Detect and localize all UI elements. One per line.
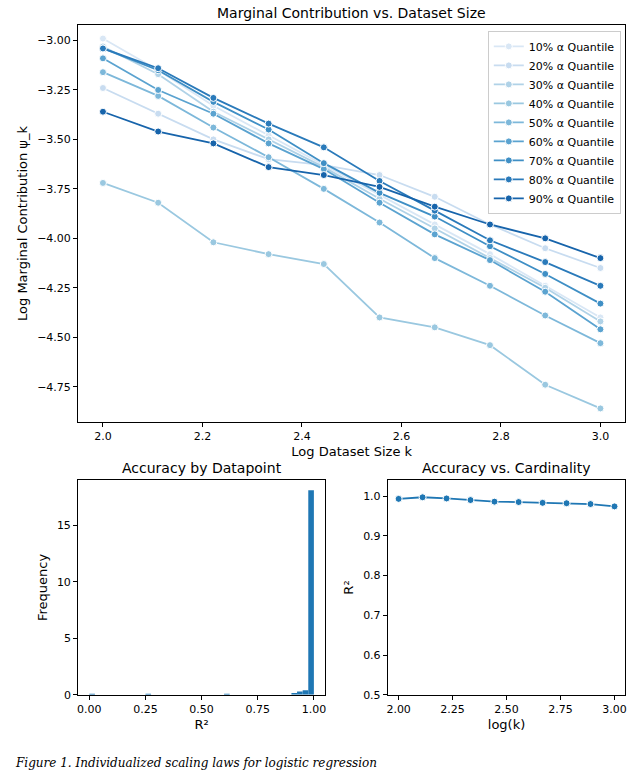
svg-text:1.00: 1.00: [302, 703, 327, 716]
svg-text:Accuracy vs. Cardinality: Accuracy vs. Cardinality: [422, 460, 591, 476]
svg-text:0.9: 0.9: [363, 530, 381, 543]
svg-text:70% α Quantile: 70% α Quantile: [529, 155, 614, 168]
svg-text:−4.75: −4.75: [37, 381, 71, 394]
svg-text:2.4: 2.4: [293, 430, 311, 443]
svg-text:2.50: 2.50: [494, 703, 519, 716]
svg-text:−3.50: −3.50: [37, 133, 71, 146]
svg-text:15: 15: [57, 519, 71, 532]
svg-text:0.25: 0.25: [133, 703, 158, 716]
svg-text:0.7: 0.7: [363, 609, 381, 622]
svg-text:20% α Quantile: 20% α Quantile: [529, 60, 614, 73]
svg-text:3.00: 3.00: [602, 703, 627, 716]
svg-text:2.2: 2.2: [194, 430, 212, 443]
svg-text:−3.75: −3.75: [37, 183, 71, 196]
svg-text:90% α Quantile: 90% α Quantile: [529, 193, 614, 206]
svg-text:0.6: 0.6: [363, 649, 381, 662]
svg-text:R²: R²: [341, 580, 356, 594]
svg-text:2.75: 2.75: [548, 703, 573, 716]
svg-text:Marginal Contribution vs. Data: Marginal Contribution vs. Dataset Size: [217, 5, 486, 21]
svg-text:R²: R²: [194, 717, 208, 732]
svg-text:0.50: 0.50: [189, 703, 214, 716]
svg-text:0.5: 0.5: [363, 689, 381, 702]
svg-text:−4.25: −4.25: [37, 282, 71, 295]
svg-text:−4.00: −4.00: [37, 232, 71, 245]
svg-text:−3.00: −3.00: [37, 34, 71, 47]
svg-text:log(k): log(k): [488, 717, 526, 732]
svg-text:10: 10: [57, 576, 71, 589]
svg-text:2.25: 2.25: [440, 703, 465, 716]
svg-text:Figure 1. Individualized scali: Figure 1. Individualized scaling laws fo…: [15, 756, 377, 770]
svg-text:0: 0: [64, 689, 71, 702]
svg-text:40% α Quantile: 40% α Quantile: [529, 98, 614, 111]
svg-text:50% α Quantile: 50% α Quantile: [529, 117, 614, 130]
svg-text:Log Marginal Contribution ψ_k: Log Marginal Contribution ψ_k: [15, 126, 30, 321]
svg-text:3.0: 3.0: [592, 430, 610, 443]
svg-text:2.0: 2.0: [94, 430, 112, 443]
svg-text:0.8: 0.8: [363, 569, 381, 582]
svg-text:0.75: 0.75: [246, 703, 271, 716]
svg-text:Accuracy by Datapoint: Accuracy by Datapoint: [122, 460, 282, 476]
svg-text:2.6: 2.6: [393, 430, 411, 443]
svg-text:1.0: 1.0: [363, 490, 381, 503]
svg-text:2.00: 2.00: [386, 703, 411, 716]
svg-text:80% α Quantile: 80% α Quantile: [529, 174, 614, 187]
svg-text:2.8: 2.8: [492, 430, 510, 443]
svg-text:10% α Quantile: 10% α Quantile: [529, 41, 614, 54]
svg-text:60% α Quantile: 60% α Quantile: [529, 136, 614, 149]
svg-text:30% α Quantile: 30% α Quantile: [529, 79, 614, 92]
svg-text:−3.25: −3.25: [37, 84, 71, 97]
svg-text:0.00: 0.00: [77, 703, 102, 716]
svg-text:5: 5: [64, 632, 71, 645]
svg-text:Frequency: Frequency: [35, 554, 50, 621]
svg-text:−4.50: −4.50: [37, 331, 71, 344]
svg-text:Log Dataset Size k: Log Dataset Size k: [291, 444, 412, 459]
